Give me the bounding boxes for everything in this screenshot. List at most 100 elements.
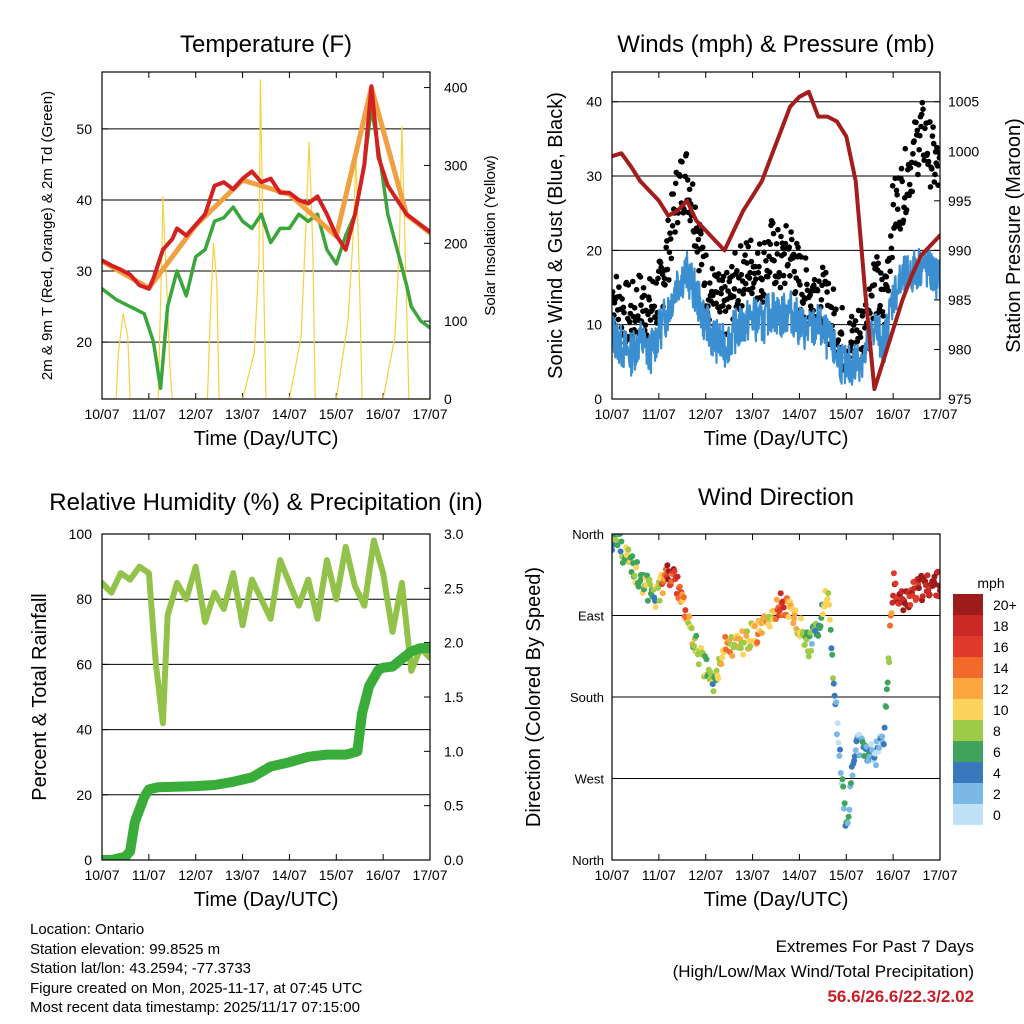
gust-point — [920, 106, 926, 112]
gust-point — [738, 271, 745, 278]
gust-point — [934, 144, 940, 151]
gust-point — [662, 282, 668, 288]
y-tick-label: 20 — [76, 787, 92, 803]
direction-point — [618, 538, 625, 545]
gust-point — [672, 180, 679, 187]
x-tick-label: 16/07 — [876, 406, 911, 422]
y-tick-label: 20 — [586, 242, 602, 258]
direction-point — [826, 616, 833, 623]
gust-point — [765, 273, 771, 280]
direction-point — [722, 633, 729, 640]
direction-point — [837, 746, 843, 753]
gust-point — [773, 241, 780, 247]
gust-point — [734, 268, 740, 274]
x-tick-label: 10/07 — [594, 406, 629, 422]
plot-area — [102, 79, 430, 399]
gust-point — [781, 251, 787, 257]
y-right-tick-label: 300 — [444, 157, 468, 173]
y-right-tick-label: 1.5 — [444, 689, 464, 705]
direction-point — [881, 724, 888, 731]
x-tick-label: 10/07 — [594, 867, 629, 883]
gust-point — [679, 159, 685, 165]
gust-point — [661, 275, 668, 282]
gust-point — [720, 302, 726, 309]
y-right-tick-label: 1.0 — [444, 743, 464, 759]
direction-point — [830, 680, 837, 687]
gust-point — [780, 272, 787, 279]
direction-point — [644, 597, 651, 604]
gust-point — [754, 250, 761, 256]
x-tick-label: 14/07 — [782, 867, 817, 883]
direction-point — [646, 576, 653, 583]
x-tick-label: 13/07 — [735, 406, 770, 422]
gust-point — [715, 271, 722, 277]
gust-point — [742, 252, 748, 258]
gust-point — [759, 276, 765, 283]
direction-point — [698, 644, 704, 651]
gust-point — [830, 286, 837, 292]
gust-point — [890, 201, 897, 208]
x-tick-label: 11/07 — [132, 867, 166, 883]
y-tick-label: 40 — [76, 192, 92, 208]
x-tick-label: 12/07 — [688, 867, 723, 883]
gust-point — [686, 186, 693, 193]
plot-area — [612, 534, 940, 829]
gust-point — [666, 249, 673, 256]
direction-point — [936, 582, 940, 589]
gust-point — [903, 207, 910, 213]
gust-point — [918, 111, 925, 118]
direction-point — [629, 553, 636, 560]
info-latlon: Station lat/lon: 43.2594; -77.3733 — [30, 960, 252, 977]
x-tick-label: 17/07 — [922, 406, 957, 422]
gust-point — [689, 181, 696, 187]
colorbar-swatch — [953, 783, 983, 804]
direction-point — [819, 611, 826, 618]
gust-point — [670, 191, 676, 197]
y-tick-label: 0 — [84, 852, 92, 868]
direction-point — [827, 626, 834, 633]
gust-point — [883, 274, 890, 280]
y-right-tick-label: 100 — [444, 313, 468, 329]
gust-point — [652, 315, 659, 321]
direction-point — [825, 590, 832, 597]
info-recent: Most recent data timestamp: 2025/11/17 0… — [30, 999, 360, 1016]
plot-area — [612, 89, 940, 392]
direction-point — [840, 805, 847, 812]
colorbar-swatch — [953, 762, 983, 783]
extremes-box: Extremes For Past 7 Days (High/Low/Max W… — [673, 934, 974, 1009]
direction-point — [740, 651, 747, 658]
gust-point — [770, 230, 777, 237]
gust-point — [741, 286, 748, 293]
y-axis-label: 2m & 9m T (Red, Orange) & 2m Td (Green) — [39, 91, 56, 380]
y-tick-label: 50 — [76, 121, 92, 137]
y-right-tick-label: 3.0 — [444, 526, 464, 542]
direction-point — [852, 747, 859, 754]
gust-point — [848, 313, 855, 320]
direction-point — [682, 607, 689, 614]
direction-point — [886, 659, 893, 666]
gust-point — [906, 192, 912, 199]
direction-point — [856, 752, 863, 759]
gust-point — [804, 287, 811, 294]
direction-point — [868, 741, 875, 748]
gust-point — [748, 237, 754, 244]
gust-point — [798, 254, 804, 260]
gust-point — [921, 157, 927, 163]
gust-point — [701, 280, 708, 287]
x-tick-label: 13/07 — [225, 406, 260, 422]
gust-point — [637, 274, 644, 280]
direction-point — [876, 744, 883, 751]
gust-point — [778, 233, 784, 240]
gust-point — [775, 226, 781, 233]
plot-border — [101, 71, 431, 400]
y-right-tick-label: 2.0 — [444, 635, 464, 651]
gust-point — [930, 140, 937, 147]
gust-point — [771, 257, 777, 264]
gust-point — [818, 297, 825, 303]
gust-point — [756, 241, 763, 247]
direction-point — [826, 601, 833, 608]
plot-border — [611, 533, 941, 861]
gust-point — [875, 260, 881, 267]
gust-point — [766, 269, 773, 276]
